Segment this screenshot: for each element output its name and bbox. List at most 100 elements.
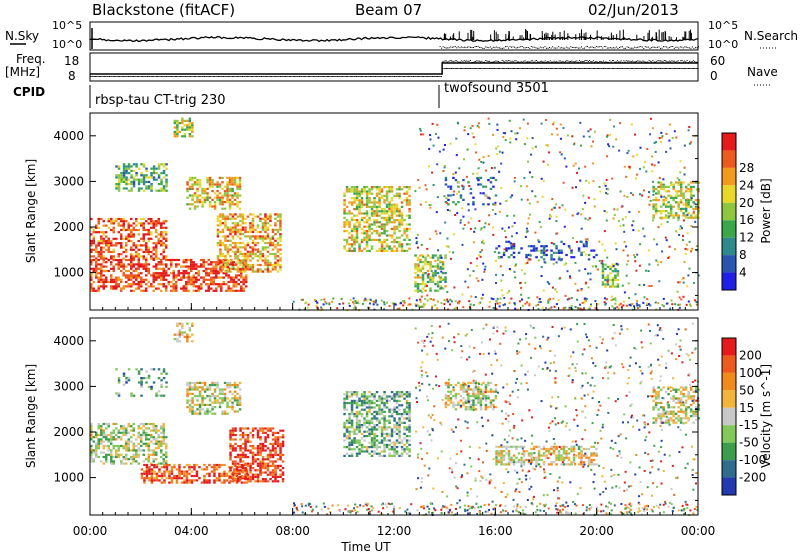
power-cells xyxy=(90,117,700,312)
rti-cell xyxy=(236,257,240,260)
rti-cell xyxy=(675,136,678,139)
nave-dot xyxy=(642,60,644,62)
rti-cell xyxy=(196,412,199,415)
nave-dot xyxy=(141,76,143,77)
rti-cell xyxy=(181,324,184,327)
noise-search-dot xyxy=(643,48,645,49)
rti-cell xyxy=(228,187,232,190)
freq-traces xyxy=(90,60,698,77)
rti-cell xyxy=(368,201,371,204)
rti-cell xyxy=(499,302,501,305)
nave-dot xyxy=(278,76,280,77)
rti-cell xyxy=(145,289,148,292)
rti-cell xyxy=(201,386,204,389)
nave-dot xyxy=(495,68,497,69)
rti-cell xyxy=(694,220,697,223)
rti-cell xyxy=(232,285,235,288)
rti-cell xyxy=(135,287,138,290)
rti-cell xyxy=(374,301,377,304)
rti-cell xyxy=(662,297,665,300)
rti-cell xyxy=(92,436,95,439)
noise-sky-trace xyxy=(89,35,699,43)
rti-cell xyxy=(679,185,683,188)
nave-dot xyxy=(589,60,591,61)
rti-cell xyxy=(274,263,277,267)
rti-cell xyxy=(147,280,150,284)
rti-cell xyxy=(503,297,506,299)
rti-cell xyxy=(274,213,277,216)
rti-cell xyxy=(170,261,173,264)
rti-cell xyxy=(555,247,558,250)
rti-cell xyxy=(622,249,625,252)
rti-cell xyxy=(279,237,282,240)
rti-cell xyxy=(378,199,381,202)
nave-dot xyxy=(426,76,428,77)
rti-cell xyxy=(588,135,591,138)
rti-cell xyxy=(150,388,153,391)
rti-cell xyxy=(112,438,115,441)
rti-cell xyxy=(510,246,513,249)
rti-cell xyxy=(110,244,113,247)
rti-cell xyxy=(140,172,143,175)
rti-cell xyxy=(512,245,516,248)
rti-cell xyxy=(196,381,199,384)
rti-cell xyxy=(390,241,394,244)
rti-cell xyxy=(279,252,282,256)
rti-cell xyxy=(565,165,568,168)
rti-cell xyxy=(462,179,465,182)
rti-cell xyxy=(215,269,218,273)
rti-cell xyxy=(160,427,163,430)
rti-cell xyxy=(120,180,123,183)
nave-dot xyxy=(675,61,677,63)
nave-dot xyxy=(691,68,693,69)
noise-right-label: N.Search xyxy=(744,29,798,43)
rti-cell xyxy=(107,447,110,450)
nave-dot xyxy=(552,61,554,63)
nave-dot xyxy=(324,76,326,77)
nave-dot xyxy=(471,61,473,63)
rti-cell xyxy=(218,192,222,195)
rti-cell xyxy=(664,216,668,219)
rti-cell xyxy=(365,199,369,202)
rti-cell xyxy=(419,300,422,303)
rti-cell xyxy=(484,222,487,225)
nave-dot xyxy=(387,76,389,77)
rti-cell xyxy=(414,285,417,288)
rti-cell xyxy=(152,425,155,428)
rti-cell xyxy=(137,239,140,243)
rti-cell xyxy=(266,228,270,231)
rti-cell xyxy=(550,208,553,211)
rti-cell xyxy=(328,303,331,306)
rti-cell xyxy=(279,224,282,227)
rti-cell xyxy=(244,228,247,231)
rti-cell xyxy=(579,303,581,306)
rti-cell xyxy=(507,240,511,243)
rti-cell xyxy=(229,226,232,229)
noise-search-dot xyxy=(515,47,517,49)
rti-cell xyxy=(353,307,356,310)
rti-cell xyxy=(115,278,118,281)
rti-cell xyxy=(271,266,275,269)
rti-cell xyxy=(186,190,189,193)
nave-dot xyxy=(625,60,627,62)
rti-cell xyxy=(245,265,248,268)
rti-cell xyxy=(245,263,248,266)
rti-cell xyxy=(657,199,660,202)
rti-cell xyxy=(364,297,367,300)
nave-dot xyxy=(696,68,698,69)
rti-cell xyxy=(142,228,145,232)
nave-dot xyxy=(489,68,490,69)
rti-cell xyxy=(579,307,582,310)
rti-cell xyxy=(528,302,531,305)
rti-cell xyxy=(424,289,427,292)
rti-cell xyxy=(127,283,130,286)
rti-cell xyxy=(516,132,519,135)
rti-cell xyxy=(216,255,220,258)
rti-cell xyxy=(188,135,192,138)
rti-cell xyxy=(140,248,143,251)
rti-cell xyxy=(147,180,151,183)
rti-cell xyxy=(102,239,105,243)
rti-cell xyxy=(274,244,277,247)
nave-dot xyxy=(520,60,522,62)
rti-cell xyxy=(636,253,639,256)
